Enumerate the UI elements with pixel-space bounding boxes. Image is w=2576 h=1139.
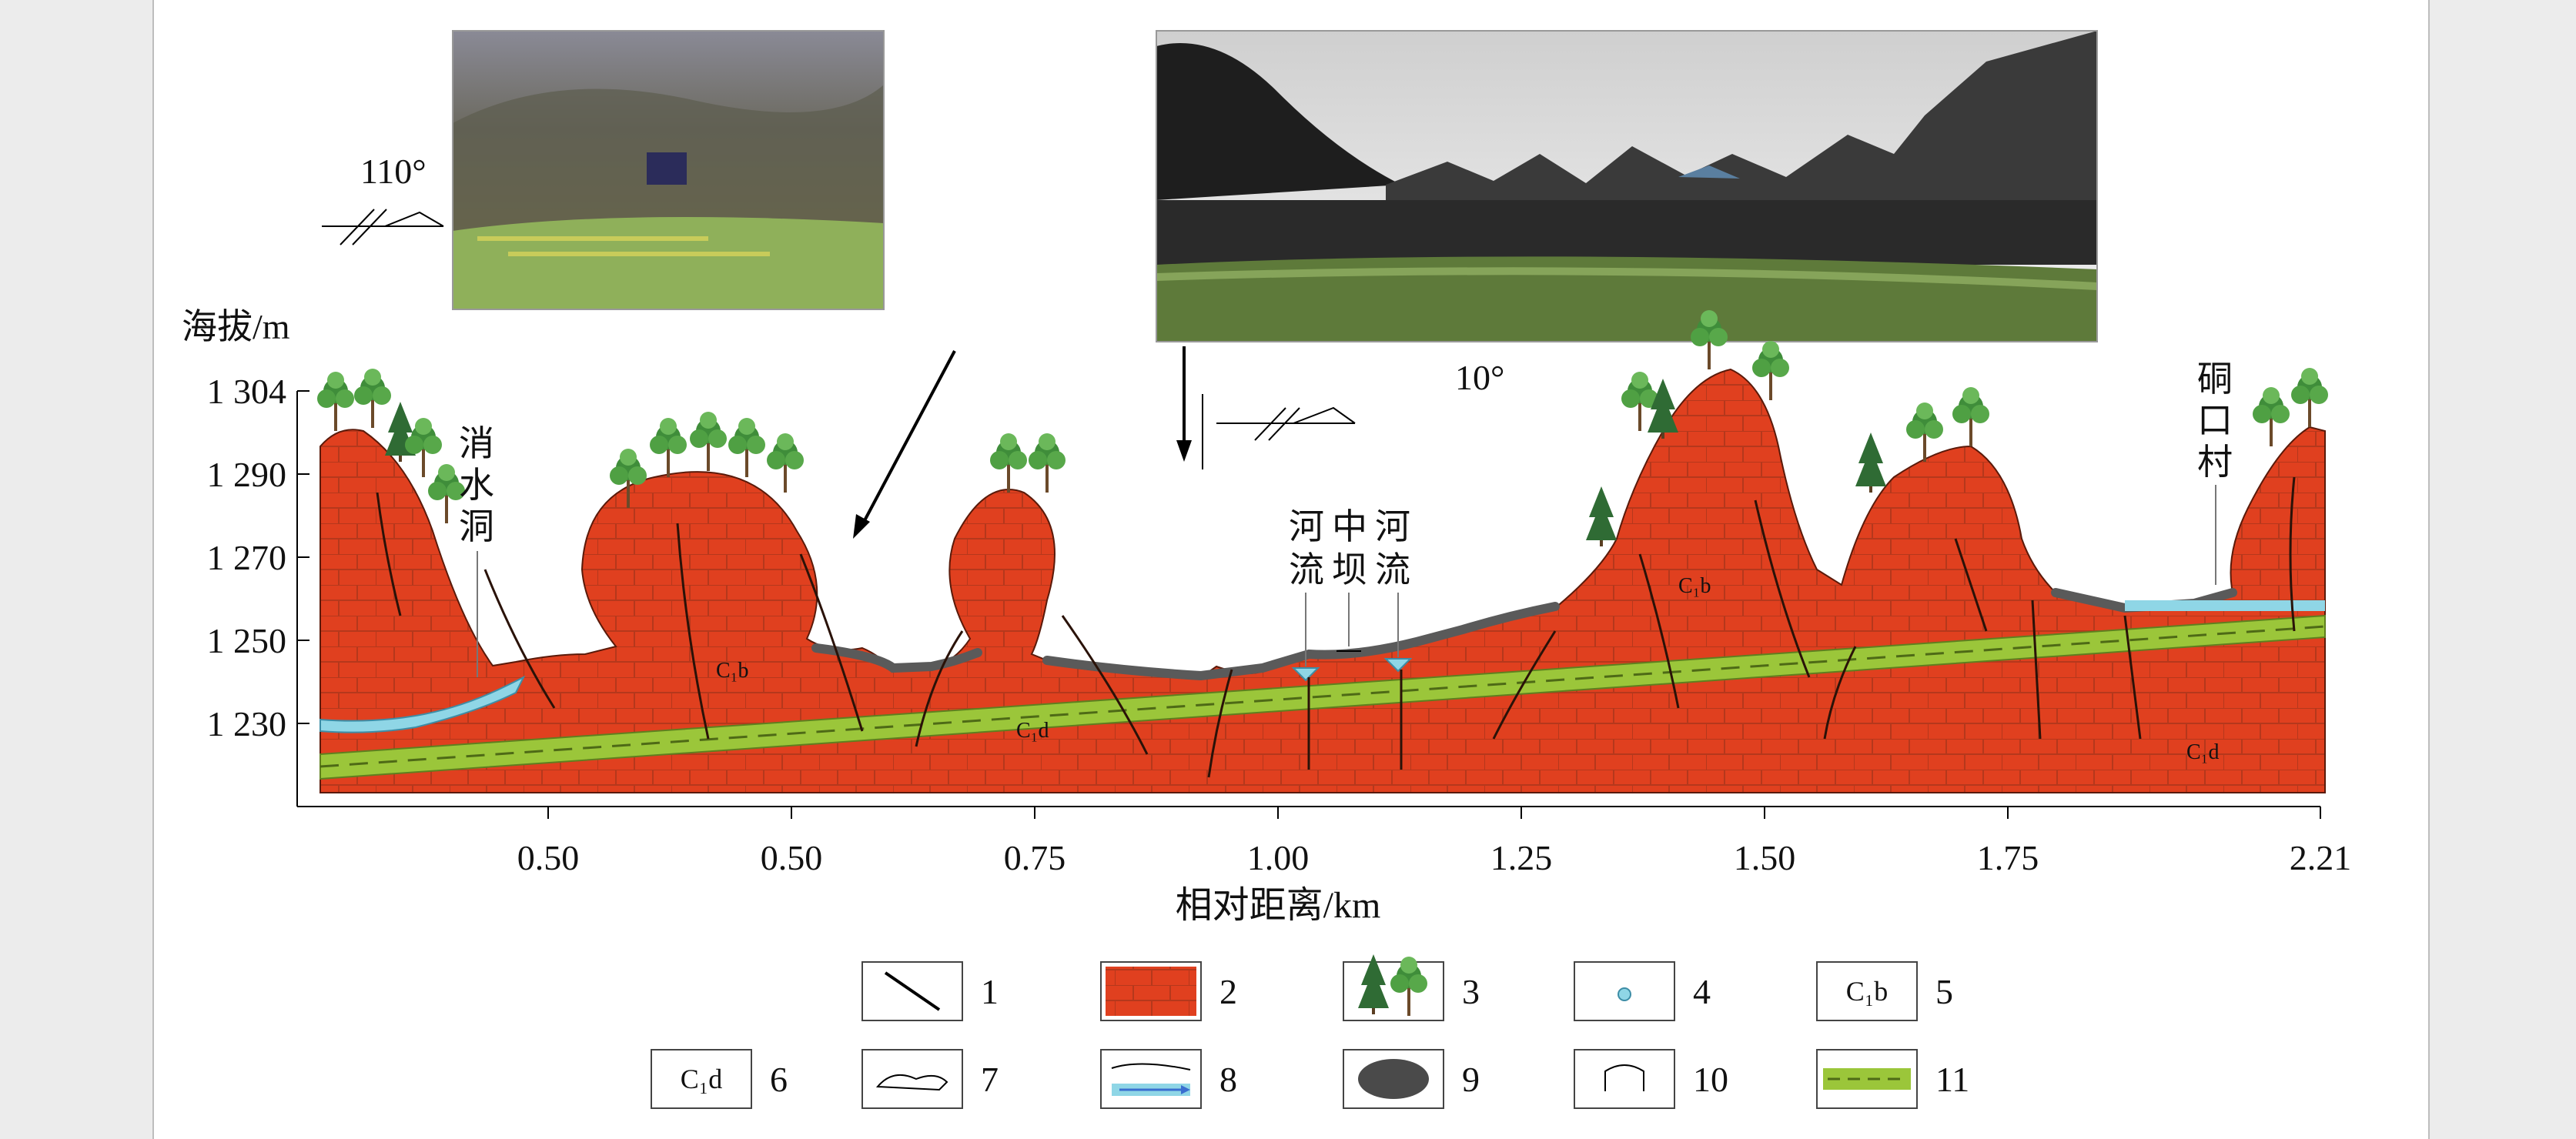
x-tick-label: 1.00 — [1247, 838, 1310, 877]
legend-number: 3 — [1462, 972, 1480, 1011]
dip-symbol-left — [322, 209, 444, 246]
village-label: 硐 口 村 — [2197, 359, 2233, 482]
legend-item-vegetation: 3 — [1343, 953, 1480, 1021]
river-right-label: 河 流 — [1375, 507, 1410, 590]
river-left-label: 河 流 — [1289, 507, 1324, 590]
photo-arrow-right — [1176, 346, 1192, 462]
svg-text:中: 中 — [1332, 507, 1367, 546]
legend-number: 9 — [1462, 1060, 1480, 1099]
geologic-cross-section-figure: 110° 10° 海拔/m 1 304 1 290 1 270 1 250 1 230 … — [152, 0, 2430, 1139]
legend-item-fault-line: 1 — [861, 961, 999, 1021]
legend-item-soil: 9 — [1343, 1049, 1480, 1109]
svg-text:河: 河 — [1375, 507, 1410, 546]
dip-angle-right: 10° — [1455, 358, 1504, 397]
x-tick-label: 1.75 — [1977, 838, 2039, 877]
legend-number: 1 — [981, 972, 999, 1011]
legend-item-marker-bed: 11 — [1816, 1049, 1969, 1109]
photo-inset-cave — [452, 30, 885, 310]
village-water — [2125, 600, 2325, 611]
strata-c1b-label-1: C₁b — [716, 659, 748, 683]
legend-item-limestone: 2 — [1100, 961, 1237, 1021]
svg-text:流: 流 — [1375, 550, 1410, 590]
legend-c1d-text: C₁d — [681, 1064, 723, 1094]
x-tick-label: 2.21 — [2290, 838, 2352, 877]
y-tick-label: 1 270 — [207, 538, 287, 577]
river-left-water — [1291, 667, 1320, 682]
fault-lines — [376, 476, 2296, 778]
legend-swatch — [861, 961, 963, 1021]
svg-text:流: 流 — [1289, 550, 1324, 590]
legend-c1b-text: C₁b — [1846, 976, 1889, 1007]
x-axis-ticks: 0.50 0.50 0.75 1.00 1.25 1.50 1.75 2.21 — [517, 807, 2352, 877]
legend-item-C₁b: C₁b 5 — [1816, 961, 1953, 1021]
river-right-water — [1383, 658, 1413, 673]
y-tick-label: 1 250 — [207, 621, 287, 660]
zhongba-label: 中 坝 — [1332, 507, 1367, 590]
x-tick-label: 0.75 — [1004, 838, 1066, 877]
legend-item-C₁d: C₁d 6 — [651, 1049, 788, 1109]
legend-swatch — [1343, 961, 1444, 1021]
x-tick-label: 0.50 — [761, 838, 823, 877]
photo-arrow-left — [853, 350, 956, 539]
svg-text:水: 水 — [459, 466, 494, 505]
legend-swatch — [1816, 961, 1918, 1021]
legend-number: 10 — [1693, 1060, 1728, 1099]
legend-item-cave: 10 — [1574, 1049, 1728, 1109]
y-axis-label: 海拔/m — [182, 307, 290, 346]
legend-number: 4 — [1693, 972, 1711, 1011]
legend-swatch — [1574, 1049, 1675, 1109]
svg-text:洞: 洞 — [459, 507, 494, 546]
legend-number: 8 — [1219, 1060, 1237, 1099]
y-tick-label: 1 304 — [207, 372, 287, 411]
legend-swatch — [651, 1049, 752, 1109]
dip-symbol-right — [1202, 394, 1356, 469]
svg-text:村: 村 — [2197, 443, 2233, 482]
svg-text:口: 口 — [2197, 401, 2233, 440]
legend-swatch — [861, 1049, 963, 1109]
legend: 1 2 3 4 C₁b 5 C₁d 6 7 8 9 10 11 — [651, 953, 1969, 1109]
legend-number: 2 — [1219, 972, 1237, 1011]
svg-text:硐: 硐 — [2197, 359, 2233, 399]
x-tick-label: 1.50 — [1734, 838, 1796, 877]
cave-label: 消 水 洞 — [459, 424, 494, 546]
legend-number: 11 — [1935, 1060, 1969, 1099]
y-axis-ticks: 1 304 1 290 1 270 1 250 1 230 — [207, 372, 309, 743]
y-tick-label: 1 230 — [207, 704, 287, 743]
legend-item-river-flow: 8 — [1100, 1049, 1237, 1109]
strata-c1d-label-1: C₁d — [1016, 719, 1049, 743]
photo-inset-valley — [1156, 30, 2098, 342]
x-axis-label: 相对距离/km — [1176, 885, 1381, 926]
cave-water — [319, 675, 526, 733]
legend-item-spring: 4 — [1574, 961, 1711, 1021]
legend-number: 5 — [1935, 972, 1953, 1011]
legend-swatch — [1100, 1049, 1202, 1109]
legend-item-boundary: 7 — [861, 1049, 999, 1109]
legend-number: 7 — [981, 1060, 999, 1099]
x-tick-label: 1.25 — [1490, 838, 1553, 877]
strata-c1b-label-2: C₁b — [1678, 574, 1711, 598]
cross-section-body — [319, 368, 2326, 793]
legend-number: 6 — [770, 1060, 788, 1099]
y-tick-label: 1 290 — [207, 455, 287, 494]
svg-text:河: 河 — [1289, 507, 1324, 546]
svg-text:消: 消 — [459, 424, 494, 463]
dip-angle-left: 110° — [360, 152, 427, 191]
x-tick-label: 0.50 — [517, 838, 580, 877]
svg-text:坝: 坝 — [1332, 550, 1367, 590]
strata-c1d-label-2: C₁d — [2186, 740, 2219, 764]
